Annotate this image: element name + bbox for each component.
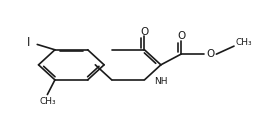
Text: CH₃: CH₃ [39, 97, 55, 106]
Text: O: O [176, 31, 184, 41]
Text: I: I [27, 36, 30, 49]
Text: O: O [140, 27, 148, 37]
Text: O: O [205, 49, 213, 59]
Text: CH₃: CH₃ [235, 38, 251, 47]
Text: NH: NH [154, 77, 167, 86]
